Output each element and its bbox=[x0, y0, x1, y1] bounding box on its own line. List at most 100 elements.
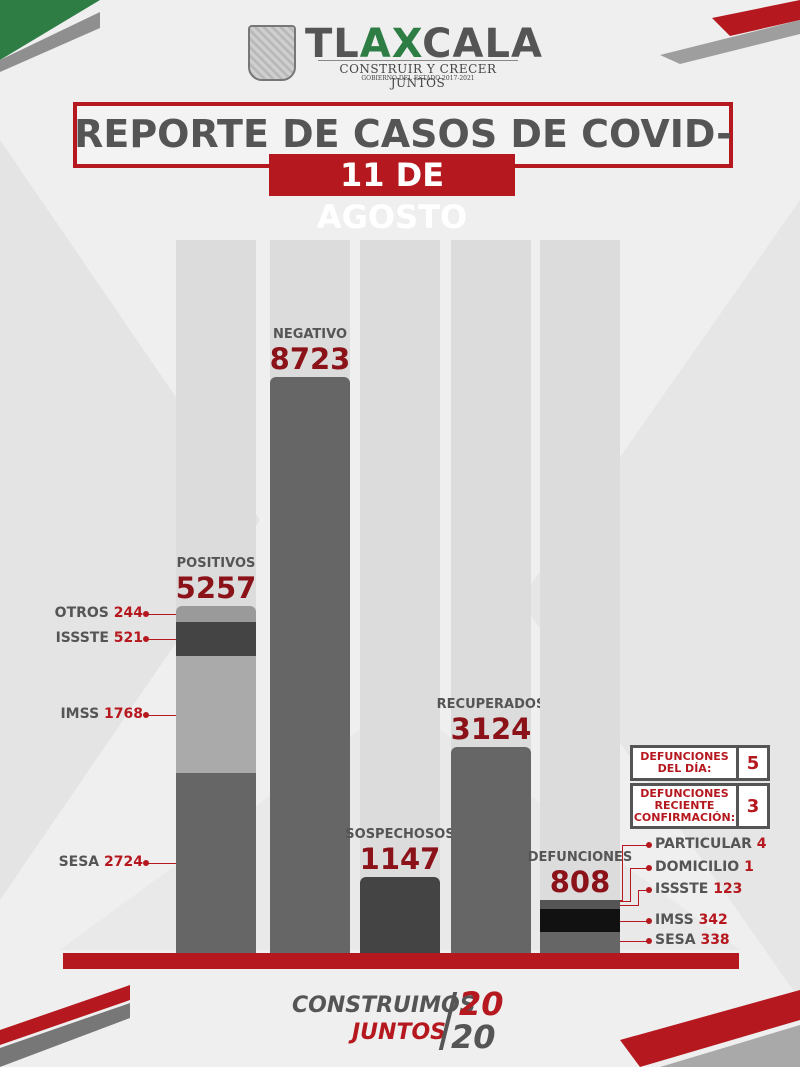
segment-name: IMSS bbox=[60, 705, 105, 722]
segment-leader-positivos-sesa bbox=[146, 863, 176, 865]
deaths-day-label-line2: DEL DÍA: bbox=[657, 762, 712, 775]
segment-label-defunciones-imss: IMSS 342 bbox=[655, 912, 728, 928]
recent-label-line3: CONFIRMACIÓN: bbox=[633, 811, 736, 824]
segment-defunciones-domicilio bbox=[540, 900, 620, 901]
footer-slogan-line1: CONSTRUIMOS bbox=[292, 993, 476, 1018]
column-bg-defunciones bbox=[540, 240, 620, 953]
segment-dot-defunciones-sesa bbox=[646, 938, 652, 944]
deaths-day-label: DEFUNCIONES DEL DÍA: bbox=[633, 748, 739, 778]
segment-dot-positivos-otros bbox=[143, 610, 149, 617]
brand-suffix: CALA bbox=[422, 21, 543, 67]
segment-leader-defunciones-sesa bbox=[620, 941, 648, 942]
segment-leader-positivos-otros bbox=[146, 613, 176, 615]
bar-value-negativo: 8723 bbox=[269, 342, 351, 377]
deaths-day-label-line1: DEFUNCIONES bbox=[640, 750, 729, 763]
brand-tagline: CONSTRUIR Y CRECER JUNTOS bbox=[318, 60, 518, 90]
segment-positivos-otros bbox=[176, 605, 256, 623]
recent-confirmation-value: 3 bbox=[746, 795, 760, 817]
segment-value: 1 bbox=[744, 859, 754, 875]
segment-defunciones-particular bbox=[540, 899, 620, 901]
segment-label-positivos-otros: OTROS 244 bbox=[55, 605, 143, 621]
segment-label-positivos-issste: ISSSTE 521 bbox=[56, 630, 143, 646]
segment-leader-h-defunciones-issste bbox=[638, 890, 648, 891]
segment-value: 342 bbox=[698, 912, 728, 928]
bar-label-positivos: POSITIVOS bbox=[176, 555, 256, 571]
segment-leader-h-defunciones-particular bbox=[622, 845, 648, 846]
bar-sospechosos bbox=[360, 877, 440, 953]
bar-value-defunciones: 808 bbox=[549, 864, 611, 899]
segment-dot-positivos-sesa bbox=[143, 860, 149, 867]
recent-confirmation-label: DEFUNCIONES RECIENTE CONFIRMACIÓN: bbox=[633, 786, 739, 826]
segment-value: 4 bbox=[756, 836, 767, 852]
segment-positivos-sesa bbox=[176, 773, 256, 953]
corner-green-stripe bbox=[0, 0, 100, 60]
segment-leader-h2-defunciones-particular bbox=[620, 899, 623, 901]
segment-name: SESA bbox=[655, 932, 701, 948]
segment-leader-v-defunciones-issste bbox=[638, 890, 639, 905]
bar-value-sospechosos: 1147 bbox=[359, 842, 441, 877]
segment-dot-defunciones-particular bbox=[646, 842, 652, 848]
segment-value: 521 bbox=[113, 630, 143, 647]
chart-baseline bbox=[63, 953, 739, 969]
brand-mid: AX bbox=[359, 21, 423, 67]
bar-value-recuperados: 3124 bbox=[450, 711, 532, 746]
brand-prefix: TL bbox=[305, 21, 360, 67]
segment-name: PARTICULAR bbox=[655, 836, 757, 852]
segment-leader-h2-defunciones-domicilio bbox=[620, 900, 631, 902]
segment-dot-positivos-issste bbox=[143, 636, 149, 643]
segment-defunciones-imss bbox=[540, 908, 620, 932]
segment-label-defunciones-issste: ISSSTE 123 bbox=[655, 881, 742, 897]
segment-label-defunciones-sesa: SESA 338 bbox=[655, 932, 730, 948]
segment-dot-positivos-imss bbox=[143, 711, 149, 718]
segment-dot-defunciones-imss bbox=[646, 918, 652, 924]
bar-label-sospechosos: SOSPECHOSOS bbox=[345, 827, 455, 843]
segment-defunciones-issste bbox=[540, 900, 620, 909]
bar-label-defunciones: DEFUNCIONES bbox=[527, 849, 633, 865]
segment-name: OTROS bbox=[54, 604, 114, 621]
state-seal-icon bbox=[248, 25, 296, 81]
segment-leader-h-defunciones-domicilio bbox=[630, 868, 648, 869]
segment-name: IMSS bbox=[655, 912, 699, 928]
segment-dot-defunciones-issste bbox=[646, 887, 652, 893]
segment-label-positivos-imss: IMSS 1768 bbox=[60, 706, 143, 722]
brand-subtagline: GOBIERNO DEL ESTADO 2017-2021 bbox=[361, 75, 475, 82]
segment-dot-defunciones-domicilio bbox=[646, 865, 652, 871]
brand-logo: TLAXCALA bbox=[305, 24, 543, 64]
deaths-day-box: DEFUNCIONES DEL DÍA: 5 bbox=[630, 745, 770, 781]
segment-leader-h2-defunciones-issste bbox=[620, 904, 639, 906]
footer-slogan-line2: JUNTOS bbox=[352, 1020, 447, 1045]
recent-label-line2: RECIENTE bbox=[654, 799, 715, 812]
segment-value: 1768 bbox=[104, 705, 143, 722]
bar-negativo bbox=[270, 377, 350, 953]
recent-label-line1: DEFUNCIONES bbox=[640, 787, 729, 800]
segment-leader-v-defunciones-particular bbox=[622, 845, 623, 900]
segment-name: DOMICILIO bbox=[655, 859, 745, 875]
segment-positivos-imss bbox=[176, 656, 256, 774]
segment-leader-defunciones-imss bbox=[620, 921, 648, 922]
segment-name: SESA bbox=[58, 854, 105, 871]
title-frame bbox=[73, 102, 733, 168]
segment-value: 244 bbox=[113, 604, 143, 621]
segment-value: 123 bbox=[713, 881, 743, 897]
segment-value: 338 bbox=[700, 932, 730, 948]
segment-leader-positivos-imss bbox=[146, 714, 176, 716]
segment-name: ISSSTE bbox=[55, 630, 114, 647]
recent-confirmation-box: DEFUNCIONES RECIENTE CONFIRMACIÓN: 3 bbox=[630, 783, 770, 829]
segment-value: 2724 bbox=[104, 854, 143, 871]
deaths-day-value: 5 bbox=[746, 752, 760, 774]
report-date: 11 DE AGOSTO bbox=[316, 156, 468, 236]
bar-label-negativo: NEGATIVO bbox=[272, 327, 348, 343]
segment-defunciones-sesa bbox=[540, 931, 620, 954]
bar-value-positivos: 5257 bbox=[175, 570, 257, 605]
bar-label-recuperados: RECUPERADOS bbox=[436, 696, 546, 712]
segment-label-defunciones-domicilio: DOMICILIO 1 bbox=[655, 859, 754, 875]
corner-red-stripe bbox=[712, 0, 800, 36]
segment-label-defunciones-particular: PARTICULAR 4 bbox=[655, 836, 767, 852]
segment-name: ISSSTE bbox=[655, 881, 714, 897]
footer-year-top: 20 bbox=[459, 985, 504, 1023]
column-bg-sospechosos bbox=[360, 240, 440, 953]
segment-leader-positivos-issste bbox=[146, 639, 176, 641]
segment-positivos-issste bbox=[176, 622, 256, 657]
segment-label-positivos-sesa: SESA 2724 bbox=[59, 854, 143, 870]
segment-leader-v-defunciones-domicilio bbox=[630, 868, 631, 901]
